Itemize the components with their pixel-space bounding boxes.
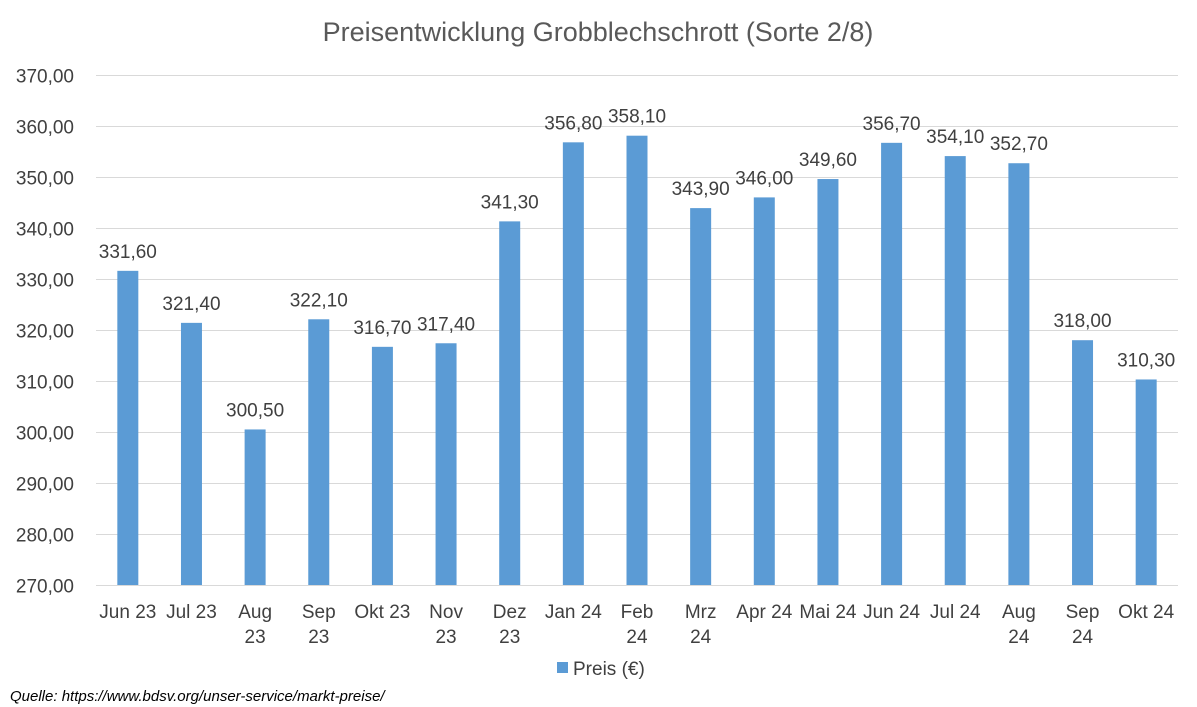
x-tick-label: Okt 23 (354, 602, 410, 623)
y-axis-tick-labels: 270,00 280,00 290,00 300,00 310,00 320,00 330,… (16, 67, 74, 598)
bar (881, 142, 903, 585)
y-tick-label: 340,00 (16, 220, 74, 241)
bar (562, 142, 584, 585)
data-label: 321,40 (162, 294, 220, 315)
x-tick-label: Aug (238, 602, 272, 623)
x-tick-label: Aug (1002, 602, 1036, 623)
x-tick-label: Apr 24 (736, 602, 792, 623)
x-tick-label: 23 (308, 627, 329, 648)
bar (308, 319, 330, 585)
data-label: 356,70 (863, 114, 921, 135)
chart-title: Preisentwicklung Grobblechschrott (Sorte… (323, 17, 874, 47)
bar (1135, 379, 1157, 585)
y-tick-label: 290,00 (16, 475, 74, 496)
y-tick-label: 320,00 (16, 322, 74, 343)
bar (244, 429, 266, 585)
x-tick-label: Jan 24 (545, 602, 602, 623)
data-label: 356,80 (544, 113, 602, 134)
x-tick-label: Mai 24 (799, 602, 856, 623)
data-label: 300,50 (226, 400, 284, 421)
bar (180, 322, 202, 585)
x-tick-label: Mrz (685, 602, 717, 623)
legend-swatch (557, 662, 568, 673)
data-label: 354,10 (926, 127, 984, 148)
bar (753, 197, 775, 585)
data-label: 358,10 (608, 107, 666, 128)
x-tick-label: Feb (621, 602, 654, 623)
bar (499, 221, 521, 585)
data-label: 317,40 (417, 314, 475, 335)
legend: Preis (€) (557, 659, 645, 680)
data-label: 352,70 (990, 134, 1048, 155)
x-tick-label: Dez (493, 602, 527, 623)
data-label: 341,30 (481, 192, 539, 213)
y-tick-label: 370,00 (16, 67, 74, 88)
bar (1072, 340, 1094, 585)
x-tick-label: 23 (435, 627, 456, 648)
bar (626, 135, 648, 585)
data-label: 343,90 (672, 179, 730, 200)
data-label: 316,70 (353, 318, 411, 339)
y-tick-label: 330,00 (16, 271, 74, 292)
x-tick-label: 23 (245, 627, 266, 648)
x-tick-label: Jun 24 (863, 602, 920, 623)
x-tick-label: Sep (302, 602, 336, 623)
y-tick-label: 270,00 (16, 577, 74, 598)
source-note: Quelle: https://www.bdsv.org/unser-servi… (10, 688, 385, 705)
x-tick-label: 23 (499, 627, 520, 648)
x-tick-label: Nov (429, 602, 463, 623)
bar (1008, 163, 1030, 586)
data-label: 322,10 (290, 290, 348, 311)
legend-label: Preis (€) (573, 659, 645, 680)
bar (371, 346, 393, 585)
y-tick-label: 280,00 (16, 526, 74, 547)
x-tick-label: Jul 23 (166, 602, 217, 623)
x-tick-label: Sep (1066, 602, 1100, 623)
x-tick-label: Jul 24 (930, 602, 981, 623)
bar (435, 343, 457, 585)
x-axis-tick-labels: Jun 23 Jul 23 Aug 23 Sep 23 Okt 23 Nov 23 Dez 23 Ja… (99, 602, 1174, 648)
x-tick-label: Okt 24 (1118, 602, 1174, 623)
data-label: 349,60 (799, 150, 857, 171)
x-tick-label: 24 (1072, 627, 1094, 648)
x-tick-label: 24 (626, 627, 648, 648)
x-tick-label: 24 (1008, 627, 1030, 648)
bar-series (117, 135, 1157, 586)
y-tick-label: 360,00 (16, 118, 74, 139)
bar (944, 156, 966, 585)
data-label: 318,00 (1053, 311, 1111, 332)
bar (817, 179, 839, 586)
y-tick-label: 300,00 (16, 424, 74, 445)
data-label: 346,00 (735, 168, 793, 189)
data-label: 310,30 (1117, 350, 1175, 371)
bar (117, 270, 139, 585)
data-label: 331,60 (99, 242, 157, 263)
y-tick-label: 310,00 (16, 373, 74, 394)
x-tick-label: 24 (690, 627, 712, 648)
bar (690, 208, 712, 586)
x-tick-label: Jun 23 (99, 602, 156, 623)
y-tick-label: 350,00 (16, 169, 74, 190)
